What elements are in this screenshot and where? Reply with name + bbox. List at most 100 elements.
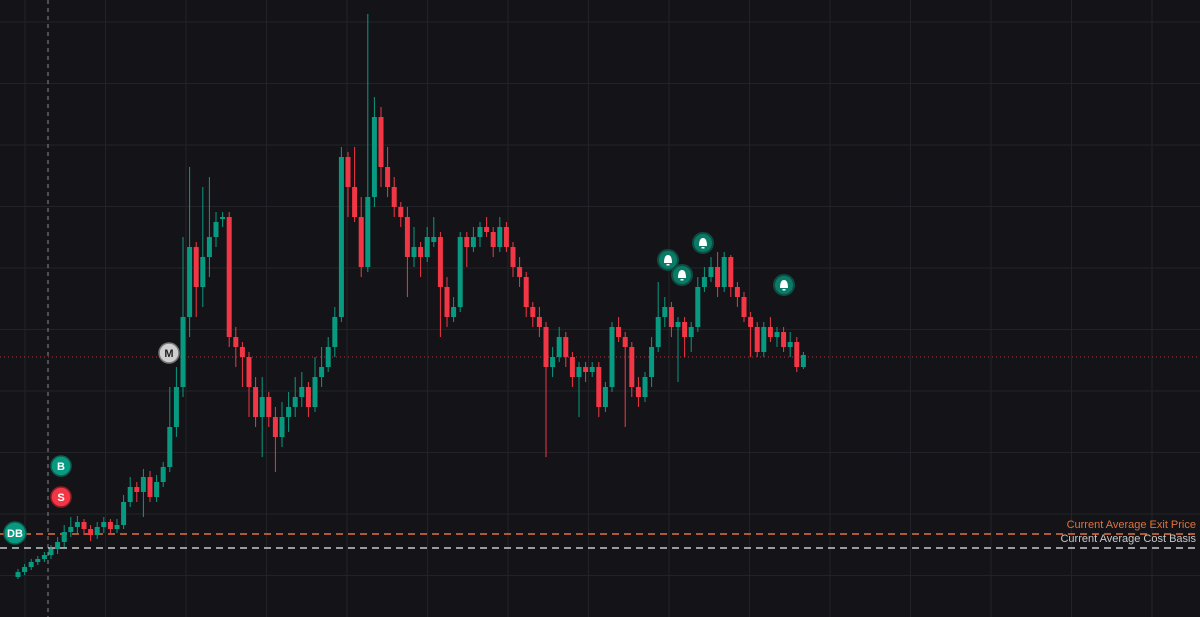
candle-body [226,217,232,337]
candle-body [470,237,476,247]
candle-body [649,347,655,377]
candle-body [418,247,424,257]
candle-body [160,467,166,482]
candle-body [352,187,358,217]
candle-body [490,232,496,247]
candle-body [431,237,437,242]
candle-body [675,322,681,327]
candle-body [761,327,767,352]
candle-body [563,337,569,357]
candle-body [477,227,483,237]
candle-body [154,482,160,497]
candle-body [767,327,773,337]
candle-body [48,549,54,555]
candle-body [325,347,331,367]
candle-body [781,332,787,347]
candle-body [266,397,272,417]
candle-body [15,572,21,577]
candle-body [543,327,549,367]
candle-body [530,307,536,317]
candle-body [484,227,490,232]
candle-body [609,327,615,387]
candle-body [688,327,694,337]
trade-marker [3,521,27,545]
candle-body [510,247,516,267]
candle-body [180,317,186,387]
candle-body [286,407,292,417]
candle-body [206,237,212,257]
candle-body [358,217,364,267]
candle-body [497,227,503,247]
candle-body [404,217,410,257]
trade-marker [50,455,72,477]
candle-body [299,387,305,397]
alert-icon-glyph [678,270,686,281]
price-level-label: Current Average Cost Basis [1060,533,1196,545]
candle-body [464,237,470,247]
candle-body [629,347,635,387]
candle-body [550,357,556,367]
candle-body [715,267,721,287]
candle-body [635,387,641,397]
candle-body [457,237,463,307]
candle-body [385,167,391,187]
candle-body [134,487,140,492]
candle-body [668,307,674,327]
candle-body [655,317,661,347]
candle-body [616,327,622,337]
candle-body [708,267,714,277]
candle-body [662,307,668,317]
alert-icon-glyph [780,280,788,291]
candle-body [127,487,133,502]
candle-body [682,322,688,337]
candle-body [35,559,41,562]
candle-body [259,397,265,417]
candle-body [741,297,747,317]
trade-marker-label: B [57,461,65,473]
candle-body [734,287,740,297]
candle-body [332,317,338,347]
candle-body [319,367,325,377]
candle-body [74,522,80,527]
candle-body [140,477,146,492]
trade-marker-label: DB [7,528,23,540]
candle-body [147,477,153,497]
candle-body [253,387,259,417]
candle-body [107,522,113,529]
candle-body [167,427,173,467]
candle-body [220,217,226,219]
candle-body [774,332,780,337]
candle-body [596,367,602,407]
candle-body [721,257,727,287]
candle-body [193,247,199,287]
candle-body [754,327,760,352]
candle-body [213,222,219,237]
candle-body [695,287,701,327]
candle-body [536,317,542,327]
candle-body [602,387,608,407]
candle-body [68,527,74,532]
candle-body [451,307,457,317]
candle-body [728,257,734,287]
candle-body [41,555,47,559]
candle-body [200,257,206,287]
candle-body [365,197,371,267]
candle-body [305,387,311,407]
candle-body [398,207,404,217]
alert-icon-glyph [664,255,672,266]
candle-body [272,417,278,437]
candle-body [55,542,61,549]
trade-marker-label: M [164,348,173,360]
candle-body [794,342,800,367]
candle-body [517,267,523,277]
candle-body [576,367,582,377]
candle-body [503,227,509,247]
candle-body [239,347,245,357]
candle-body [279,417,285,437]
candle-body [246,357,252,387]
candle-body [22,567,28,572]
candle-body [345,157,351,187]
